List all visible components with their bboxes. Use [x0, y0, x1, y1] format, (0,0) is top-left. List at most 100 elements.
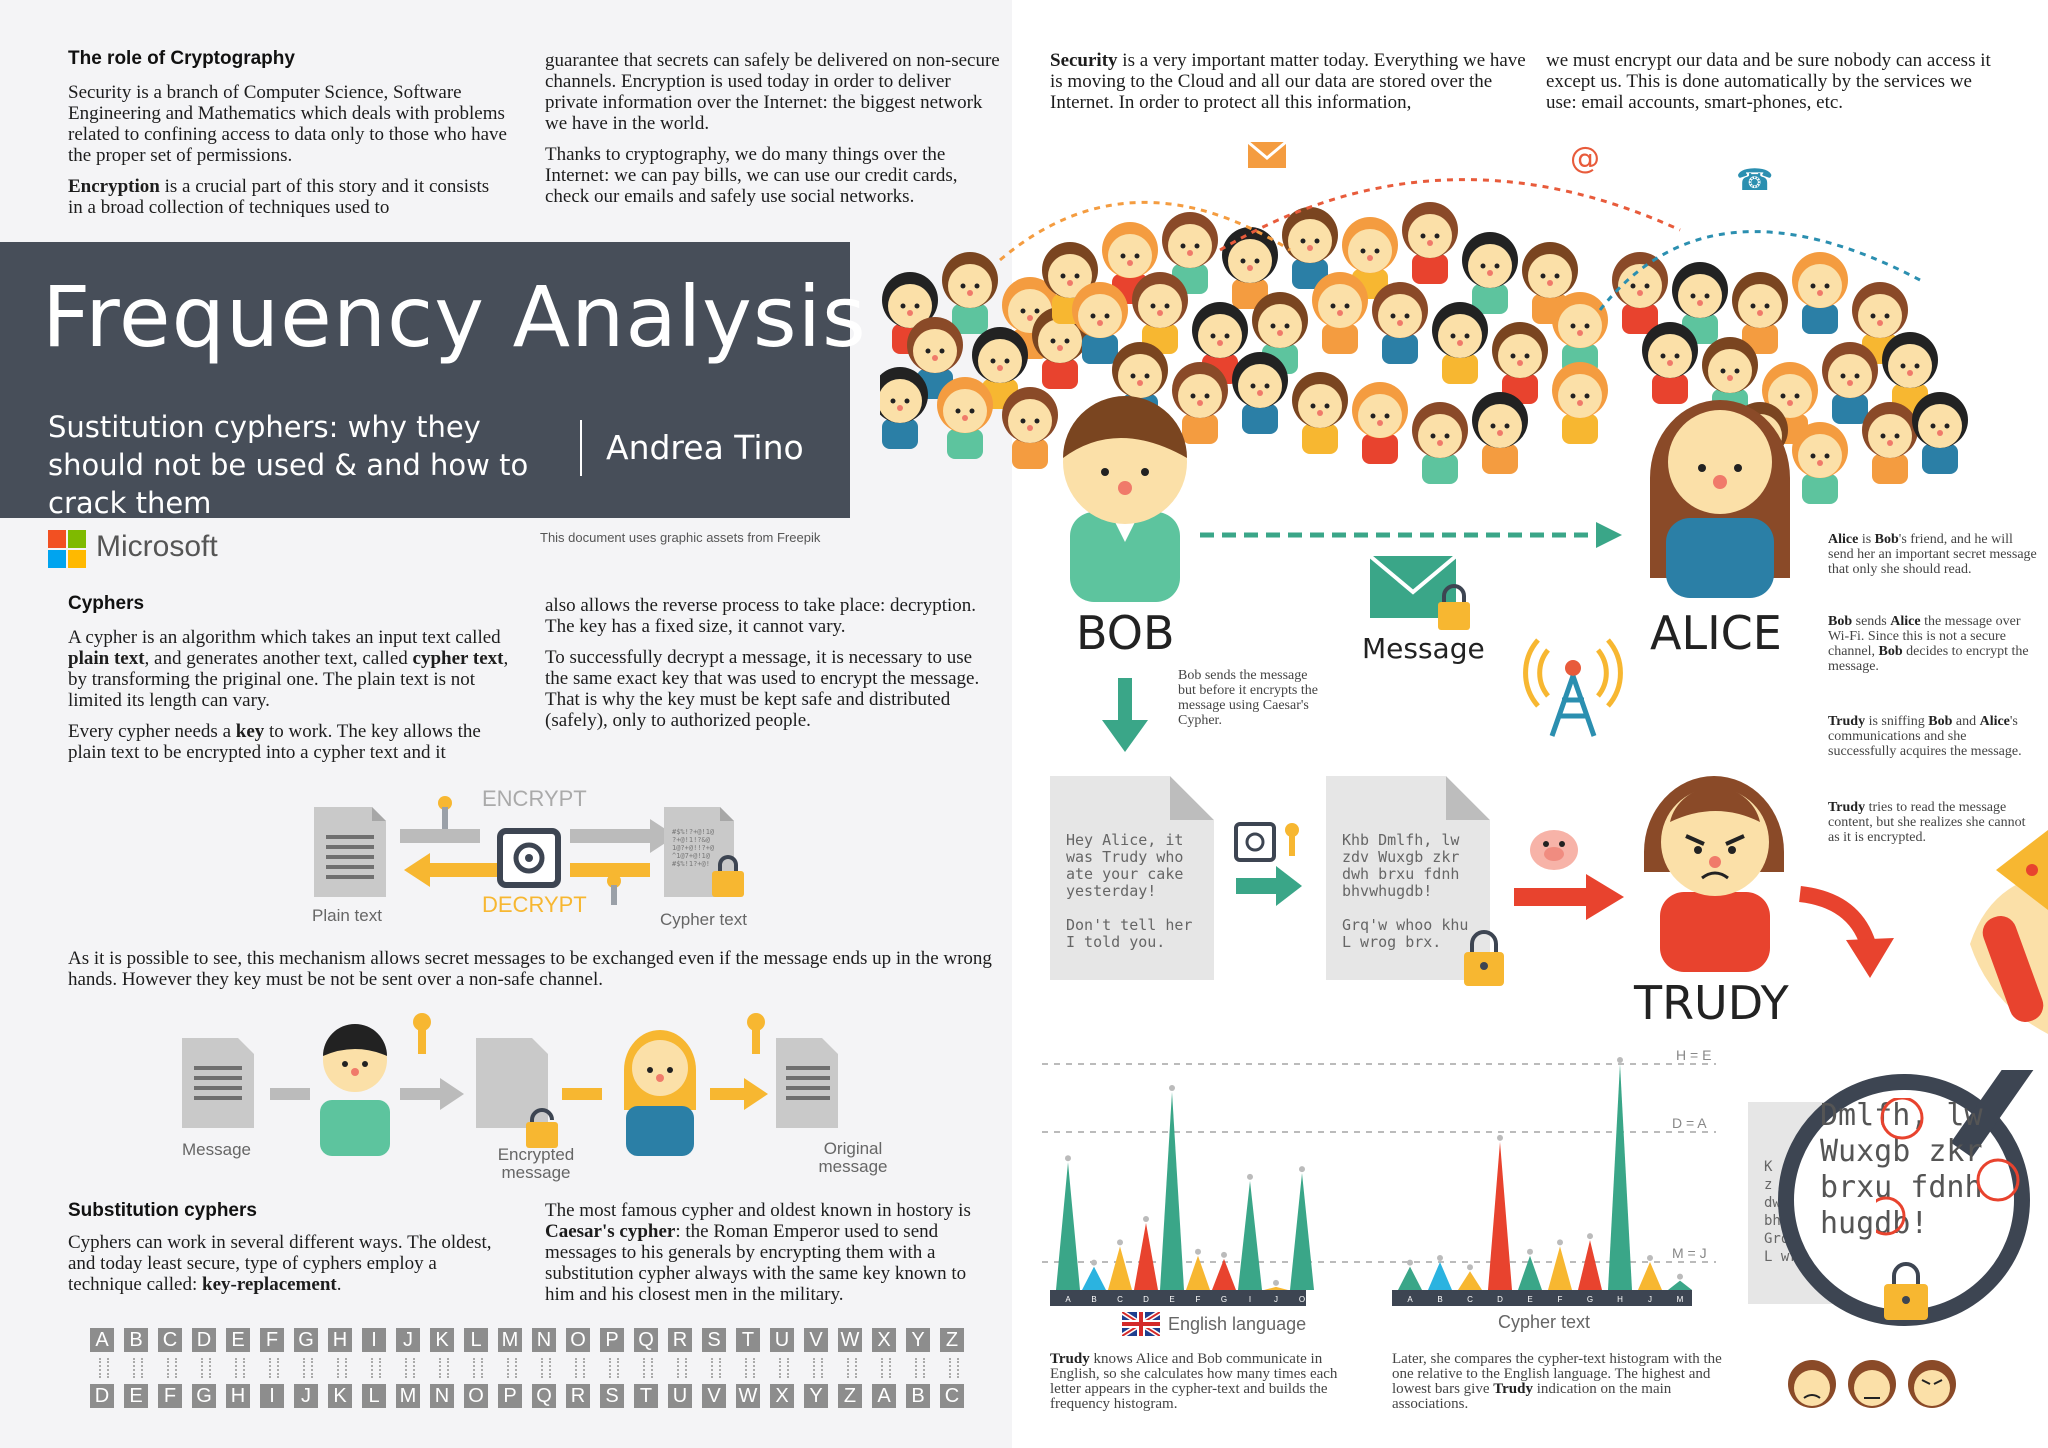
cypher-letter: L [362, 1384, 386, 1408]
pig-icon [1530, 830, 1578, 870]
message-line: yesterday! [1066, 882, 1157, 900]
alice-figure [1650, 400, 1790, 598]
chain-link-icon [575, 1358, 585, 1378]
plain-letter: Y [906, 1328, 930, 1352]
bar-tip-dot [1407, 1259, 1413, 1266]
bar-tick-label: O [1299, 1295, 1305, 1304]
cypher-letter: C [940, 1384, 964, 1408]
cypher-letter: J [294, 1384, 318, 1408]
page-subtitle: Sustitution cyphers: why they should not… [48, 410, 529, 520]
message-line: Grq'w whoo khu [1342, 916, 1469, 934]
substitution-p1: Cyphers can work in several different wa… [68, 1232, 492, 1295]
banner-separator [580, 420, 582, 476]
arrow-icon [744, 1078, 768, 1110]
encrypted-label: Encrypted message [497, 1145, 575, 1182]
histogram-note2: Later, she compares the cypher-text hist… [1392, 1351, 1722, 1412]
plain-text-doc-icon [314, 807, 386, 897]
cypher-letter: I [260, 1384, 284, 1408]
histogram-bar [1638, 1261, 1662, 1290]
bar-tip-dot [1527, 1248, 1533, 1255]
highlight-circles [1876, 1098, 2020, 1236]
side-note: Trudy is sniffing Bob and Alice's commun… [1828, 714, 2022, 759]
down-arrow-icon [1102, 678, 1148, 752]
plain-letter: G [294, 1328, 318, 1352]
arrow-icon [440, 1078, 464, 1110]
connector-2 [400, 1088, 440, 1100]
bar-tip-dot [1587, 1233, 1593, 1240]
histogram-bar [1056, 1162, 1080, 1290]
safe-icon [497, 828, 561, 888]
english-axis [1050, 1290, 1306, 1306]
chain-link-icon [779, 1358, 789, 1378]
chain-link-icon [439, 1358, 449, 1378]
person-icon [1292, 372, 1348, 454]
histogram-bar [1238, 1180, 1262, 1290]
padlock-icon [712, 855, 744, 897]
person-icon [942, 252, 998, 334]
bar-tip-dot [1299, 1166, 1305, 1173]
histogram-bar [1548, 1246, 1572, 1290]
message-line: dw [1764, 1195, 1781, 1211]
trudy-label: TRUDY [1634, 976, 1789, 1030]
histogram-note1: Trudy knows Alice and Bob communicate in… [1050, 1351, 1338, 1412]
plain-letter: W [838, 1328, 862, 1352]
encrypt-label: ENCRYPT [482, 786, 587, 811]
bar-tick-label: J [1274, 1295, 1278, 1304]
key-icon [747, 1013, 765, 1054]
message-exchange-diagram [182, 1013, 838, 1156]
message-label-right: Message [1362, 632, 1485, 665]
chain-link-icon [609, 1358, 619, 1378]
cyphers-p3: also allows the reverse process to take … [545, 595, 977, 637]
bar-tip-dot [1091, 1259, 1097, 1266]
message-line: dwh brxu fdnh [1342, 865, 1460, 883]
chain-link-icon [847, 1358, 857, 1378]
asset-credit: This document uses graphic assets from F… [540, 530, 821, 545]
histogram-bar [1160, 1092, 1184, 1290]
message-line: Don't tell her [1066, 916, 1193, 934]
bob-note: Bob sends the message but before it encr… [1178, 668, 1318, 728]
connector-1 [270, 1088, 310, 1100]
plain-letter: R [668, 1328, 692, 1352]
cypher-letter: V [702, 1384, 726, 1408]
logo-square-green [68, 530, 86, 548]
bar-tick-label: B [1437, 1295, 1442, 1304]
bar-tip-dot [1497, 1134, 1503, 1141]
cypher-letter: H [226, 1384, 250, 1408]
person-icon [1232, 352, 1288, 434]
frequency-histogram: A B C D E F G I J O A B C D E F G H J M H = E D = A M = J [1042, 1047, 1716, 1306]
chain-link-icon [881, 1358, 891, 1378]
plain-text-label: Plain text [312, 906, 382, 925]
plain-letter: U [770, 1328, 794, 1352]
title-banner [0, 242, 850, 518]
plain-letter: O [566, 1328, 590, 1352]
encrypt-decrypt-diagram [314, 796, 744, 905]
security-p2: we must encrypt our data and be sure nob… [1546, 50, 1991, 113]
bar-tick-label: H [1617, 1295, 1623, 1304]
message-line: hugdb! [1820, 1206, 1929, 1241]
person-icon [1522, 242, 1578, 324]
decrypt-label: DECRYPT [482, 892, 587, 917]
chain-link-icon [949, 1358, 959, 1378]
bar-tick-label: G [1221, 1295, 1227, 1304]
bar-tick-label: B [1091, 1295, 1096, 1304]
bar-tick-label: D [1143, 1295, 1149, 1304]
chain-link-icon [643, 1358, 653, 1378]
at-sign-icon: @ [1570, 141, 1600, 176]
person-icon [880, 367, 928, 449]
histogram-bar [1428, 1261, 1452, 1290]
red-arrow-icon [1514, 874, 1624, 920]
cypher-text-label: Cypher text [660, 910, 747, 929]
message-envelope-icon [1368, 554, 1470, 630]
cypher-letter: E [124, 1384, 148, 1408]
cypher-letter: G [192, 1384, 216, 1408]
histogram-bar [1108, 1246, 1132, 1290]
person-icon [1642, 322, 1698, 404]
chain-link-icon [915, 1358, 925, 1378]
person-icon [1102, 222, 1158, 304]
histogram-bar [1608, 1064, 1632, 1290]
encrypt-arrow-icon [400, 819, 676, 853]
side-note: Bob sends Alice the message over Wi-Fi. … [1828, 614, 2029, 674]
bar-tick-label: C [1467, 1295, 1473, 1304]
cyphers-p4: To successfully decrypt a message, it is… [545, 647, 980, 731]
